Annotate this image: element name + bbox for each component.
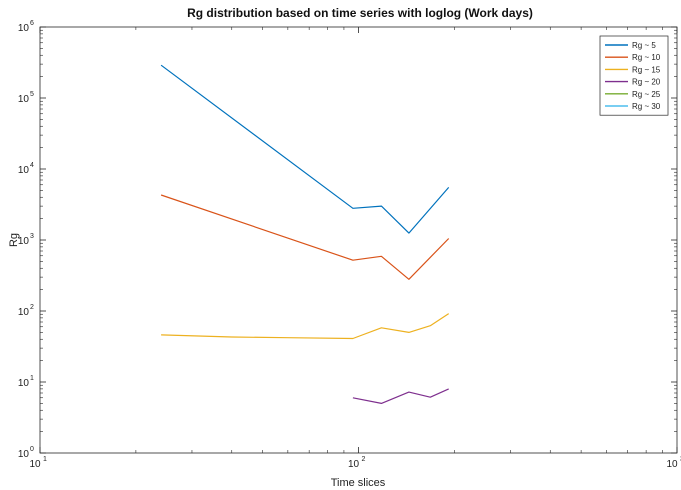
- x-tick-label: 10: [666, 459, 678, 470]
- y-tick-exponent: 1: [30, 375, 34, 382]
- x-tick-exponent: 1: [43, 456, 47, 463]
- y-tick-exponent: 2: [30, 304, 34, 311]
- series-line-3: [161, 313, 450, 340]
- y-tick-exponent: 5: [30, 91, 34, 98]
- y-tick-exponent: 3: [30, 233, 34, 240]
- y-tick-exponent: 6: [30, 20, 34, 27]
- legend-label: Rg ~ 10: [632, 53, 661, 62]
- y-tick-label: 10: [18, 165, 30, 176]
- series-line-2: [160, 194, 450, 280]
- y-tick-label: 10: [18, 307, 30, 318]
- y-axis-label: Rg: [8, 233, 20, 247]
- legend-label: Rg ~ 5: [632, 41, 656, 50]
- plot-area: [39, 26, 678, 454]
- legend: Rg ~ 5 Rg ~ 10 Rg ~ 15 Rg ~ 20 Rg ~ 25 Rg ~ 3…: [599, 35, 669, 116]
- legend-label: Rg ~ 15: [632, 65, 661, 74]
- legend-box: [599, 35, 669, 116]
- x-tick-label: 10: [29, 459, 41, 470]
- y-tick-exponent: 0: [30, 446, 34, 453]
- axis-ticks: 101102103100101102103104105106: [18, 20, 681, 470]
- y-tick-label: 10: [18, 23, 30, 34]
- chart-title: Rg distribution based on time series wit…: [187, 6, 533, 20]
- y-tick-exponent: 4: [30, 162, 34, 169]
- series-line-4: [352, 388, 449, 404]
- series-line-1: [160, 64, 450, 234]
- x-tick-label: 10: [348, 459, 360, 470]
- y-tick-label: 10: [18, 94, 30, 105]
- legend-label: Rg ~ 30: [632, 102, 661, 111]
- x-axis-label: Time slices: [331, 477, 386, 489]
- series-lines: [160, 64, 450, 404]
- y-tick-label: 10: [18, 449, 30, 460]
- legend-label: Rg ~ 20: [632, 78, 661, 87]
- legend-label: Rg ~ 25: [632, 90, 661, 99]
- y-tick-label: 10: [18, 236, 30, 247]
- y-tick-label: 10: [18, 378, 30, 389]
- x-tick-exponent: 2: [362, 456, 366, 463]
